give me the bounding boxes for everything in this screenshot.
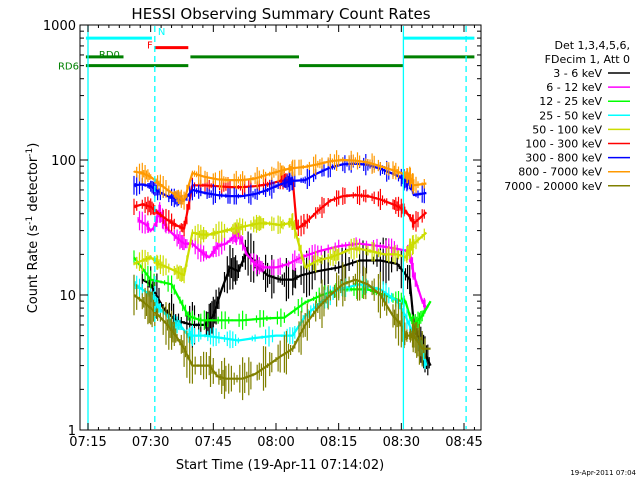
legend-label: 50 - 100 keV	[532, 123, 602, 136]
x-tick-label: 07:45	[195, 435, 232, 450]
series-800-7000-kev	[133, 150, 427, 210]
state-label-rd0: RD0	[99, 50, 120, 61]
y-label-superscript-2: -1	[25, 148, 35, 157]
state-label-rd6: RD6	[58, 62, 79, 73]
legend-label: 7000 - 20000 keV	[504, 180, 602, 193]
y-tick-label: 1000	[43, 19, 76, 34]
legend: Det 1,3,4,5,6, FDecim 1, Att 0 3 - 6 keV…	[504, 39, 630, 193]
state-bars: NF RD0 RD6	[58, 27, 475, 73]
state-bar-rd0: RD0	[85, 50, 475, 61]
series-layer	[133, 150, 432, 401]
chart-title: HESSI Observing Summary Count Rates	[131, 5, 430, 23]
legend-label: 12 - 25 keV	[539, 95, 602, 108]
state-bar-n: N	[85, 27, 475, 40]
y-tick-label: 1	[68, 424, 76, 439]
legend-label: 300 - 800 keV	[525, 152, 602, 165]
y-label-main: Count Rate (s	[26, 225, 41, 314]
x-tick-label: 07:30	[132, 435, 169, 450]
legend-label: 100 - 300 keV	[525, 138, 602, 151]
x-tick-label: 08:15	[320, 435, 357, 450]
y-tick-label: 10	[59, 289, 76, 304]
x-tick-label: 08:45	[445, 435, 482, 450]
legend-entry-7000-20000-kev: 7000 - 20000 keV	[504, 180, 630, 193]
legend-entry-300-800-kev: 300 - 800 keV	[525, 152, 630, 165]
x-tick-label: 08:30	[383, 435, 420, 450]
plot-frame	[79, 24, 482, 431]
legend-entry-3-6-kev: 3 - 6 keV	[553, 67, 630, 80]
y-label-superscript-1: -1	[25, 216, 35, 225]
legend-entry-12-25-kev: 12 - 25 keV	[539, 95, 630, 108]
y-label-detector: detector	[26, 156, 41, 216]
legend-label: 800 - 7000 keV	[518, 166, 602, 179]
y-label-close: )	[26, 143, 41, 148]
legend-entry-800-7000-kev: 800 - 7000 keV	[518, 166, 630, 179]
legend-entry-6-12-kev: 6 - 12 keV	[546, 81, 630, 94]
state-bar-f: F	[147, 41, 189, 52]
y-axis-ticks: 1 10 100 1000	[43, 19, 481, 439]
state-label-n: N	[158, 27, 165, 38]
y-tick-label: 100	[51, 154, 76, 169]
footer-timestamp: 19-Apr-2011 07:04	[570, 469, 636, 477]
state-label-f: F	[147, 41, 153, 52]
series-50-100-kev	[133, 213, 428, 284]
y-axis-label: Count Rate (s-1 detector-1)	[25, 143, 41, 314]
x-axis-ticks: 07:15 07:30 07:45 08:00 08:15 08:30 08:45	[69, 25, 483, 450]
legend-header-decimation: FDecim 1, Att 0	[545, 53, 630, 66]
x-tick-label: 07:15	[69, 435, 106, 450]
legend-label: 25 - 50 keV	[539, 109, 602, 122]
legend-header-detectors: Det 1,3,4,5,6,	[554, 39, 630, 52]
x-axis-label: Start Time (19-Apr-11 07:14:02)	[176, 458, 384, 473]
vertical-markers	[87, 26, 467, 429]
legend-entry-25-50-kev: 25 - 50 keV	[539, 109, 630, 122]
x-tick-label: 08:00	[257, 435, 294, 450]
state-bar-rd6: RD6	[58, 62, 403, 73]
legend-label: 6 - 12 keV	[546, 81, 602, 94]
series-7000-20000-kev	[133, 260, 431, 401]
legend-entry-100-300-kev: 100 - 300 keV	[525, 138, 630, 151]
legend-label: 3 - 6 keV	[553, 67, 602, 80]
legend-entry-50-100-kev: 50 - 100 keV	[532, 123, 630, 136]
